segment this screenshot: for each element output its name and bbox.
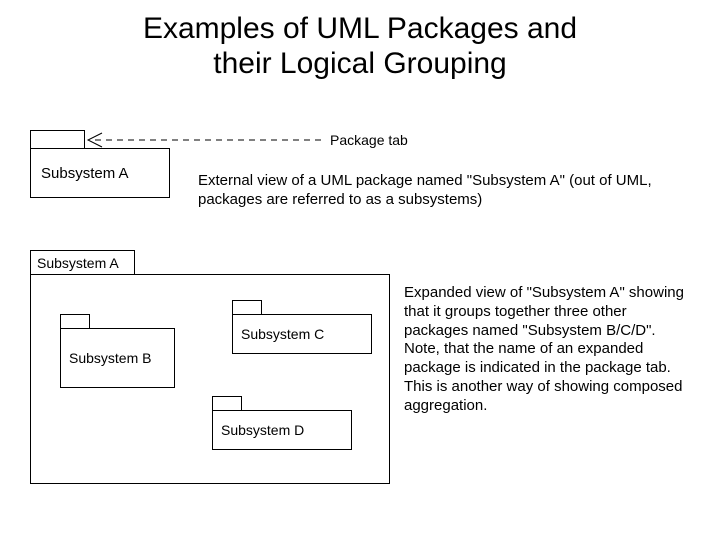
package-d-tab	[212, 396, 242, 410]
package-c-label: Subsystem C	[241, 326, 324, 342]
package-a-expanded-tab-label: Subsystem A	[37, 255, 119, 271]
package-d-body: Subsystem D	[212, 410, 352, 450]
package-c-tab	[232, 300, 262, 314]
package-b-tab	[60, 314, 90, 328]
package-b-label: Subsystem B	[69, 350, 151, 366]
description-external-view: External view of a UML package named "Su…	[198, 172, 668, 210]
package-c-body: Subsystem C	[232, 314, 372, 354]
package-b-body: Subsystem B	[60, 328, 175, 388]
package-d-label: Subsystem D	[221, 422, 304, 438]
package-a-expanded-tab: Subsystem A	[30, 250, 135, 274]
description-expanded-view: Expanded view of "Subsystem A" showing t…	[404, 284, 694, 415]
package-tab-callout-label: Package tab	[330, 132, 408, 148]
